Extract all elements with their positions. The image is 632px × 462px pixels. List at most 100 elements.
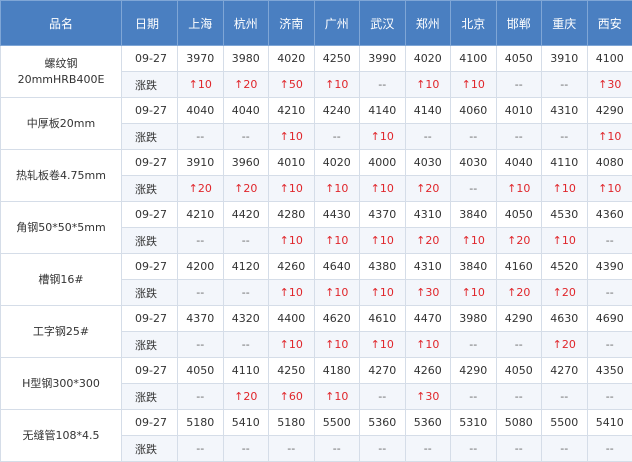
- change-cell: --: [223, 332, 269, 358]
- change-cell: ↑10: [314, 72, 360, 98]
- change-cell: --: [360, 436, 406, 462]
- change-cell: --: [360, 384, 406, 410]
- change-cell: --: [496, 332, 542, 358]
- price-cell: 4370: [178, 306, 224, 332]
- change-cell: --: [314, 124, 360, 150]
- change-cell: --: [587, 332, 632, 358]
- change-label-cell: 涨跌: [122, 436, 178, 462]
- header-city: 北京: [451, 1, 497, 46]
- change-cell: ↑20: [223, 72, 269, 98]
- price-cell: 4120: [223, 254, 269, 280]
- date-cell: 09-27: [122, 306, 178, 332]
- price-cell: 4620: [314, 306, 360, 332]
- change-cell: --: [178, 280, 224, 306]
- date-cell: 09-27: [122, 410, 178, 436]
- change-cell: ↑10: [360, 176, 406, 202]
- price-cell: 4350: [587, 358, 632, 384]
- price-cell: 4050: [496, 358, 542, 384]
- price-cell: 3990: [360, 46, 406, 72]
- change-cell: ↑10: [451, 228, 497, 254]
- change-cell: ↑10: [269, 124, 315, 150]
- price-cell: 4050: [178, 358, 224, 384]
- change-cell: --: [587, 280, 632, 306]
- price-cell: 4020: [269, 46, 315, 72]
- change-cell: ↑10: [360, 280, 406, 306]
- price-cell: 5500: [542, 410, 588, 436]
- price-cell: 4030: [451, 150, 497, 176]
- header-city: 西安: [587, 1, 632, 46]
- change-label-cell: 涨跌: [122, 176, 178, 202]
- header-city: 邯郸: [496, 1, 542, 46]
- change-cell: ↑10: [405, 72, 451, 98]
- product-name: 角钢50*50*5mm: [1, 220, 121, 236]
- change-cell: --: [587, 384, 632, 410]
- change-cell: ↑20: [223, 384, 269, 410]
- change-cell: ↑10: [314, 332, 360, 358]
- product-name: 热轧板卷4.75mm: [1, 168, 121, 184]
- price-cell: 4140: [405, 98, 451, 124]
- change-cell: ↑60: [269, 384, 315, 410]
- price-cell: 4420: [223, 202, 269, 228]
- header-city: 上海: [178, 1, 224, 46]
- date-cell: 09-27: [122, 254, 178, 280]
- table-header: 品名 日期 上海 杭州 济南 广州 武汉 郑州 北京 邯郸 重庆 西安: [1, 1, 632, 46]
- change-cell: --: [178, 436, 224, 462]
- price-cell: 3980: [223, 46, 269, 72]
- change-cell: ↑20: [405, 228, 451, 254]
- change-label-cell: 涨跌: [122, 332, 178, 358]
- price-cell: 4290: [451, 358, 497, 384]
- price-cell: 4250: [269, 358, 315, 384]
- change-cell: --: [223, 124, 269, 150]
- price-cell: 4020: [314, 150, 360, 176]
- price-cell: 5410: [587, 410, 632, 436]
- change-cell: --: [178, 124, 224, 150]
- price-cell: 4010: [269, 150, 315, 176]
- change-cell: --: [542, 436, 588, 462]
- change-label-cell: 涨跌: [122, 72, 178, 98]
- price-cell: 4400: [269, 306, 315, 332]
- change-cell: --: [223, 280, 269, 306]
- header-city: 广州: [314, 1, 360, 46]
- change-cell: --: [451, 176, 497, 202]
- price-cell: 4020: [405, 46, 451, 72]
- price-cell: 5360: [360, 410, 406, 436]
- price-cell: 4310: [405, 202, 451, 228]
- change-cell: --: [451, 124, 497, 150]
- change-cell: --: [178, 384, 224, 410]
- change-cell: ↑10: [178, 72, 224, 98]
- date-cell: 09-27: [122, 202, 178, 228]
- price-cell: 4000: [360, 150, 406, 176]
- price-cell: 4100: [451, 46, 497, 72]
- change-cell: ↑20: [542, 332, 588, 358]
- change-cell: ↑10: [451, 280, 497, 306]
- change-cell: --: [178, 332, 224, 358]
- change-cell: --: [178, 228, 224, 254]
- price-cell: 4390: [587, 254, 632, 280]
- price-cell: 4690: [587, 306, 632, 332]
- change-label-cell: 涨跌: [122, 124, 178, 150]
- price-cell: 4320: [223, 306, 269, 332]
- price-cell: 5180: [269, 410, 315, 436]
- price-cell: 5500: [314, 410, 360, 436]
- price-cell: 4180: [314, 358, 360, 384]
- product-spec: 20mmHRB400E: [1, 72, 121, 88]
- price-cell: 4250: [314, 46, 360, 72]
- price-cell: 3980: [451, 306, 497, 332]
- date-cell: 09-27: [122, 46, 178, 72]
- product-name: H型钢300*300: [1, 376, 121, 392]
- product-name-cell: 无缝管108*4.5: [1, 410, 122, 462]
- change-cell: ↑20: [542, 280, 588, 306]
- price-cell: 4140: [360, 98, 406, 124]
- price-cell: 4290: [496, 306, 542, 332]
- change-cell: ↑30: [405, 384, 451, 410]
- price-cell: 4110: [542, 150, 588, 176]
- price-cell: 4210: [178, 202, 224, 228]
- header-city: 杭州: [223, 1, 269, 46]
- price-cell: 4260: [405, 358, 451, 384]
- change-cell: ↑10: [314, 384, 360, 410]
